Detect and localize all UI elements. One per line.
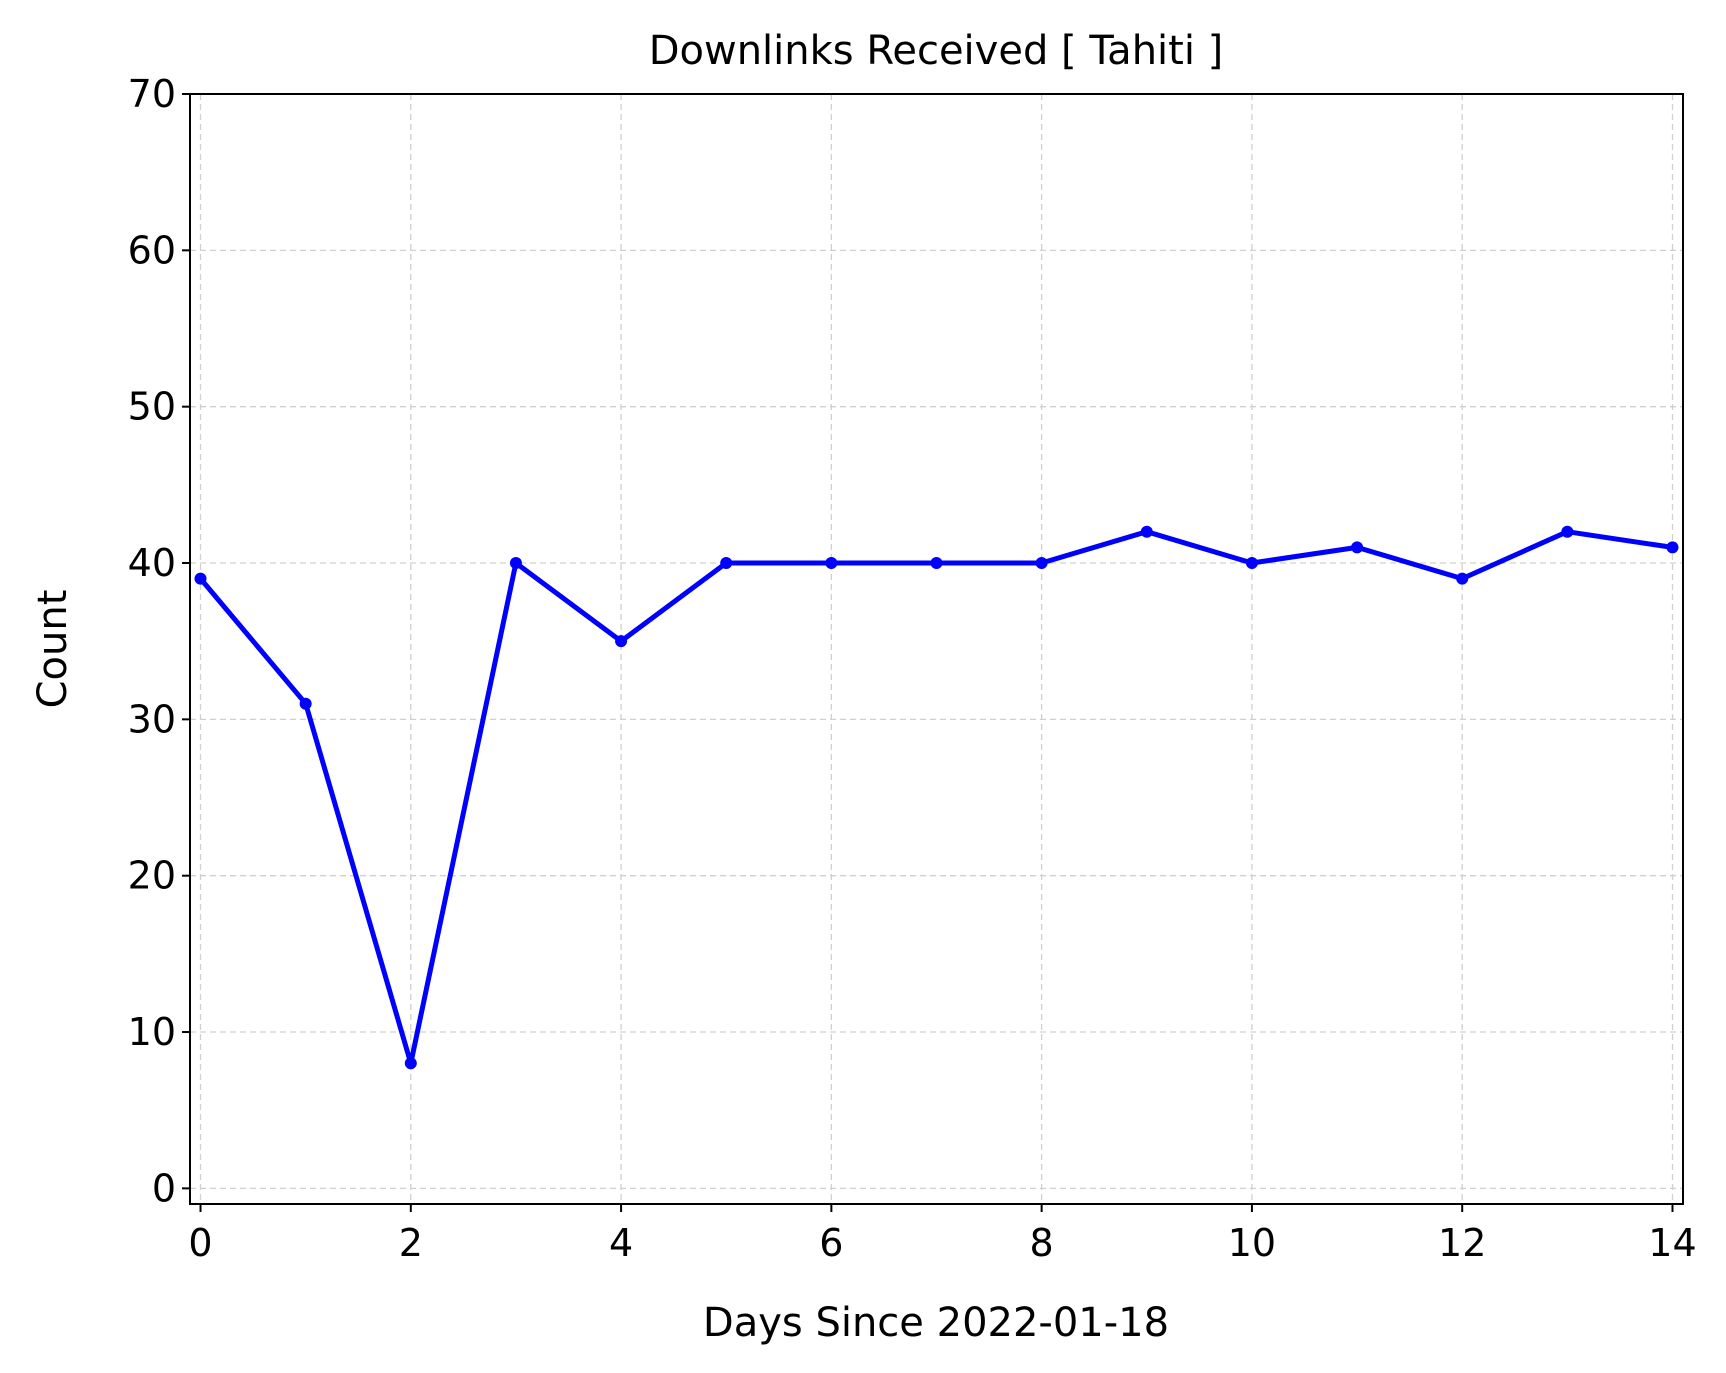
series-layer — [194, 525, 1679, 1070]
chart-title: Downlinks Received [ Tahiti ] — [649, 28, 1224, 74]
y-tick-label: 60 — [128, 228, 176, 272]
data-point — [1245, 557, 1258, 570]
plot-frame — [189, 93, 1684, 1205]
data-point — [720, 557, 733, 570]
x-tick-label: 4 — [609, 1221, 633, 1265]
y-tick-label: 30 — [128, 697, 176, 741]
grid — [190, 93, 1683, 1204]
y-tick-label: 50 — [128, 385, 176, 429]
data-point — [930, 557, 943, 570]
x-tick-label: 0 — [188, 1221, 212, 1265]
data-point — [194, 572, 207, 585]
data-point — [825, 557, 838, 570]
ticks: 0 2 4 6 8 10 12 14 0 10 20 30 40 50 60 70 — [128, 72, 1697, 1265]
x-tick-label: 10 — [1228, 1221, 1276, 1265]
data-point — [509, 557, 522, 570]
x-tick-label: 14 — [1648, 1221, 1696, 1265]
data-point — [404, 1057, 417, 1070]
y-tick-label: 70 — [128, 72, 176, 116]
x-tick-label: 8 — [1030, 1221, 1054, 1265]
y-axis-label: Count — [30, 590, 76, 709]
x-tick-label: 2 — [399, 1221, 423, 1265]
y-tick-label: 40 — [128, 541, 176, 585]
data-point — [1035, 557, 1048, 570]
y-tick-label: 0 — [152, 1166, 176, 1210]
data-point — [299, 697, 312, 710]
data-point — [615, 635, 628, 648]
data-point — [1561, 525, 1574, 538]
data-point — [1456, 572, 1469, 585]
y-tick-label: 20 — [128, 854, 176, 898]
x-tick-label: 6 — [819, 1221, 843, 1265]
data-point — [1666, 541, 1679, 554]
x-axis-label: Days Since 2022-01-18 — [703, 1300, 1169, 1346]
series-line — [198, 529, 1675, 1066]
x-tick-label: 12 — [1438, 1221, 1486, 1265]
data-point — [1140, 525, 1153, 538]
y-tick-label: 10 — [128, 1010, 176, 1054]
data-point — [1351, 541, 1364, 554]
